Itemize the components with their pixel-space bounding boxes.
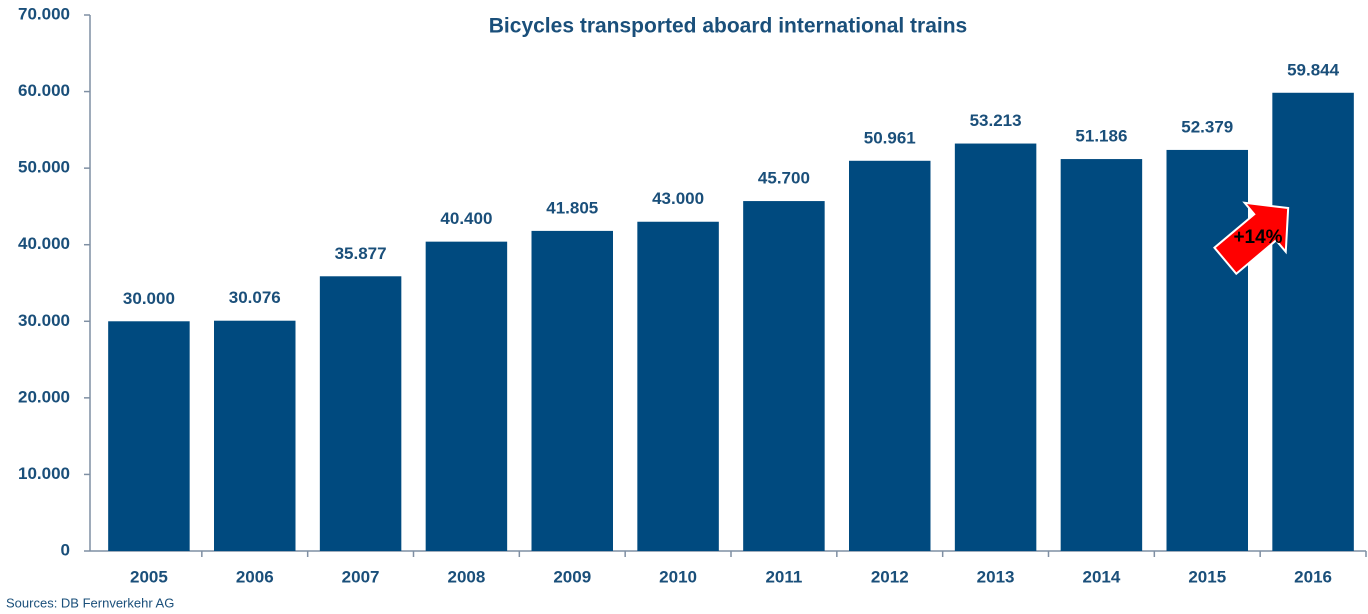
x-tick-label: 2007 [342, 567, 380, 586]
bar [319, 276, 402, 551]
x-tick-label: 2013 [977, 567, 1015, 586]
bar [531, 230, 613, 552]
y-tick-label: 30.000 [18, 311, 70, 330]
bar [1272, 92, 1354, 552]
bar [954, 143, 1037, 551]
value-label: 30.076 [229, 288, 281, 307]
bar [743, 201, 825, 551]
value-label: 52.379 [1181, 117, 1233, 136]
value-label: 50.961 [864, 128, 916, 147]
x-tick-label: 2016 [1294, 567, 1332, 586]
x-tick-label: 2008 [448, 567, 486, 586]
bar [425, 241, 508, 551]
x-tick-label: 2012 [871, 567, 909, 586]
y-tick-label: 50.000 [18, 158, 70, 177]
value-label: 40.400 [440, 209, 492, 228]
bar [1060, 159, 1143, 551]
annotation: +14% [1233, 227, 1282, 248]
value-label: 30.000 [123, 289, 175, 308]
value-label: 43.000 [652, 189, 704, 208]
y-tick-label: 0 [61, 540, 70, 559]
growth-arrow [1213, 201, 1290, 276]
x-tick-label: 2015 [1188, 567, 1226, 586]
value-label: 59.844 [1287, 60, 1340, 79]
y-tick-label: 20.000 [18, 387, 70, 406]
value-label: 35.877 [335, 244, 387, 263]
y-tick-label: 10.000 [18, 464, 70, 483]
x-tick-label: 2005 [130, 567, 168, 586]
bar [849, 160, 931, 551]
bar [214, 320, 296, 551]
value-label: 45.700 [758, 169, 810, 188]
y-tick-label: 70.000 [18, 4, 70, 23]
x-tick-label: 2009 [553, 567, 591, 586]
y-tick-label: 60.000 [18, 81, 70, 100]
value-label: 51.186 [1075, 127, 1127, 146]
x-tick-label: 2010 [659, 567, 697, 586]
x-tick-label: 2014 [1083, 567, 1121, 586]
value-label: 53.213 [970, 111, 1022, 130]
source-note: Sources: DB Fernverkehr AG [6, 595, 174, 610]
y-tick-label: 40.000 [18, 234, 70, 253]
value-label: 41.805 [546, 198, 598, 217]
marks: 0 10.000 20.000 30.000 40.000 50.000 60.000 70.… [18, 4, 1367, 586]
bar [637, 221, 719, 551]
bar [108, 321, 190, 551]
chart-title: Bicycles transported aboard internationa… [489, 15, 967, 38]
x-tick-label: 2006 [236, 567, 274, 586]
x-tick-label: 2011 [765, 567, 802, 586]
bar [1166, 149, 1248, 551]
